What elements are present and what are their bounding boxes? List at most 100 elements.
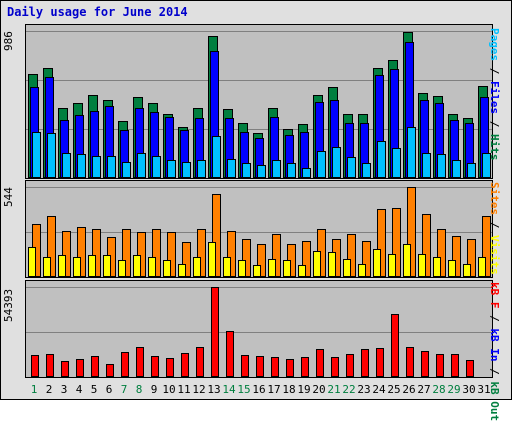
kb-f-bar xyxy=(121,352,129,377)
legend-entry: / xyxy=(488,308,501,329)
legend-entry: kB In xyxy=(488,328,501,362)
sites-bar xyxy=(137,232,146,277)
sites-bar xyxy=(212,194,221,277)
day-label: 28 xyxy=(432,383,446,396)
sites-bar xyxy=(77,227,86,277)
pages-bar xyxy=(212,136,221,178)
kb-legend: kB F / kB In / kB Out xyxy=(488,282,501,421)
visits-bar xyxy=(388,254,396,277)
kb-f-bar xyxy=(286,359,294,377)
visits-bar xyxy=(238,260,246,277)
day-label: 5 xyxy=(90,383,98,396)
pages-bar xyxy=(197,160,206,178)
pages-bar xyxy=(32,132,41,178)
visits-bar xyxy=(268,259,276,277)
sites-bar xyxy=(182,242,191,277)
kb-f-bar xyxy=(61,361,69,377)
hits-ymax-label: 986 xyxy=(2,31,15,51)
kb-f-bar xyxy=(421,351,429,377)
legend-entry: / xyxy=(488,61,501,81)
kb-f-bar xyxy=(466,360,474,377)
kb-f-bar xyxy=(91,356,99,377)
pages-bar xyxy=(122,162,131,178)
pages-bar xyxy=(77,154,86,178)
sites-bar xyxy=(422,214,431,277)
pages-bar xyxy=(272,160,281,178)
pages-bar xyxy=(182,162,191,178)
visits-bar xyxy=(298,265,306,277)
visits-bar xyxy=(103,255,111,277)
visits-bar xyxy=(283,260,291,277)
sites-bar xyxy=(257,244,266,277)
kb-f-bar xyxy=(241,355,249,377)
day-label: 23 xyxy=(357,383,371,396)
visits-bar xyxy=(88,255,96,277)
pages-bar xyxy=(47,133,56,178)
pages-bar xyxy=(287,163,296,178)
sites-bar xyxy=(377,209,386,277)
kb-f-bar xyxy=(346,354,354,377)
kb-f-bar xyxy=(226,331,234,377)
day-label: 14 xyxy=(222,383,236,396)
day-label: 9 xyxy=(150,383,158,396)
legend-entry: Sites xyxy=(488,182,501,216)
day-label: 19 xyxy=(297,383,311,396)
day-label: 22 xyxy=(342,383,356,396)
visits-bar xyxy=(448,260,456,277)
kb-f-bar xyxy=(406,347,414,377)
day-label: 25 xyxy=(387,383,401,396)
sites-bar xyxy=(362,241,371,277)
legend-entry: / xyxy=(488,361,501,382)
pages-bar xyxy=(137,153,146,178)
day-label: 3 xyxy=(60,383,68,396)
visits-bar xyxy=(223,257,231,277)
visits-bar xyxy=(403,244,411,277)
visits-bar xyxy=(118,260,126,277)
kb-f-bar xyxy=(451,354,459,377)
day-label: 16 xyxy=(252,383,266,396)
day-label: 30 xyxy=(462,383,476,396)
sites-bar xyxy=(197,229,206,277)
day-label: 12 xyxy=(192,383,206,396)
kb-f-bar xyxy=(256,356,264,377)
day-label: 10 xyxy=(162,383,176,396)
pages-bar xyxy=(467,163,476,178)
kb-f-bar xyxy=(436,354,444,377)
legend-entry: / xyxy=(488,215,501,235)
pages-bar xyxy=(437,154,446,178)
kb-f-bar xyxy=(166,358,174,377)
day-label: 31 xyxy=(477,383,491,396)
sites-bar xyxy=(122,229,131,277)
day-label: 15 xyxy=(237,383,251,396)
visits-bar xyxy=(433,257,441,277)
legend-entry: Hits xyxy=(488,134,501,161)
pages-bar xyxy=(302,168,311,178)
visits-bar xyxy=(343,259,351,277)
visits-bar xyxy=(328,252,336,277)
kb-f-bar xyxy=(151,356,159,377)
pages-bar xyxy=(392,148,401,178)
day-label: 11 xyxy=(177,383,191,396)
visits-bar xyxy=(463,264,471,277)
pages-bar xyxy=(152,156,161,178)
kb-f-bar xyxy=(301,357,309,377)
pages-bar xyxy=(107,156,116,178)
kb-f-bar xyxy=(361,349,369,377)
legend-entry: Files xyxy=(488,81,501,115)
visits-bar xyxy=(193,257,201,277)
day-label: 26 xyxy=(402,383,416,396)
kb-f-bar xyxy=(106,364,114,377)
visits-bar xyxy=(478,257,486,277)
day-label: 13 xyxy=(207,383,221,396)
sites-bar xyxy=(482,216,491,277)
kb-f-bar xyxy=(196,347,204,377)
kb-f-bar xyxy=(46,354,54,377)
sites-bar xyxy=(467,239,476,277)
kb-ymax-label: 54393 xyxy=(2,288,15,322)
visits-bar xyxy=(163,260,171,277)
kb-f-bar xyxy=(76,359,84,377)
sites-visits-chart xyxy=(26,187,492,277)
sites-bar xyxy=(62,231,71,277)
visits-bar xyxy=(373,249,381,277)
